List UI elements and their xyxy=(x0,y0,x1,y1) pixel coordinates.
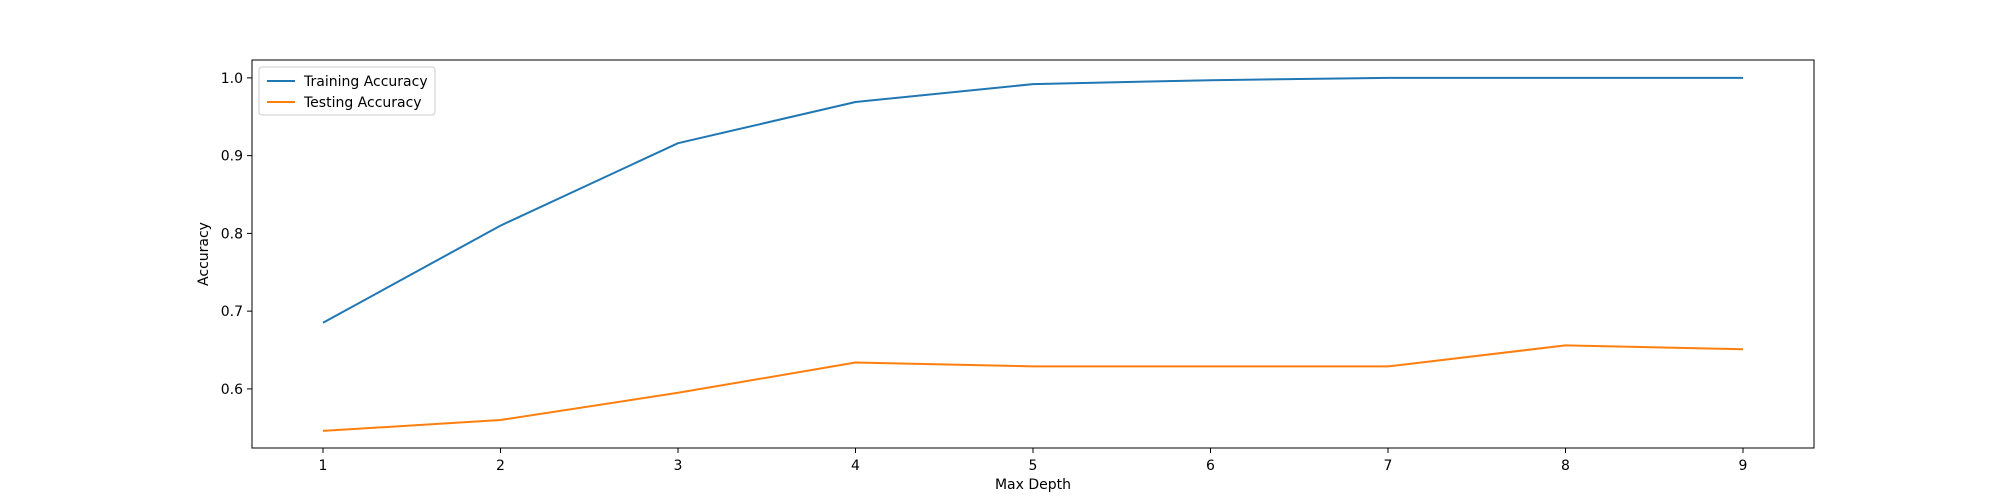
y-tick-label: 0.7 xyxy=(221,304,243,320)
x-tick-label: 1 xyxy=(319,458,328,474)
plot-area xyxy=(322,76,1744,432)
x-tick-label: 4 xyxy=(851,458,860,474)
y-axis-title: Accuracy xyxy=(196,222,212,286)
x-tick-label: 9 xyxy=(1739,458,1748,474)
y-tick-label: 0.6 xyxy=(221,382,243,398)
x-tick-label: 2 xyxy=(496,458,505,474)
legend-label-1: Training Accuracy xyxy=(303,74,428,90)
series-line-1 xyxy=(322,76,1743,324)
x-tick-label: 5 xyxy=(1029,458,1038,474)
series-line-2 xyxy=(322,344,1744,432)
x-axis-title: Max Depth xyxy=(995,477,1071,493)
y-tick-label: 0.9 xyxy=(221,149,243,165)
x-tick-label: 7 xyxy=(1384,458,1393,474)
x-tick-label: 8 xyxy=(1561,458,1570,474)
y-tick-label: 0.8 xyxy=(221,226,243,242)
legend-box xyxy=(258,66,436,116)
y-tick-label: 1.0 xyxy=(221,71,243,87)
legend-label-2: Testing Accuracy xyxy=(303,95,422,111)
axes: 1 2 3 4 5 6 7 8 9 0.6 0.7 0.8 0.9 1.0 xyxy=(221,59,1815,474)
x-tick-label: 6 xyxy=(1206,458,1215,474)
x-tick-label: 3 xyxy=(674,458,683,474)
legend: Training Accuracy Testing Accuracy xyxy=(258,66,436,116)
